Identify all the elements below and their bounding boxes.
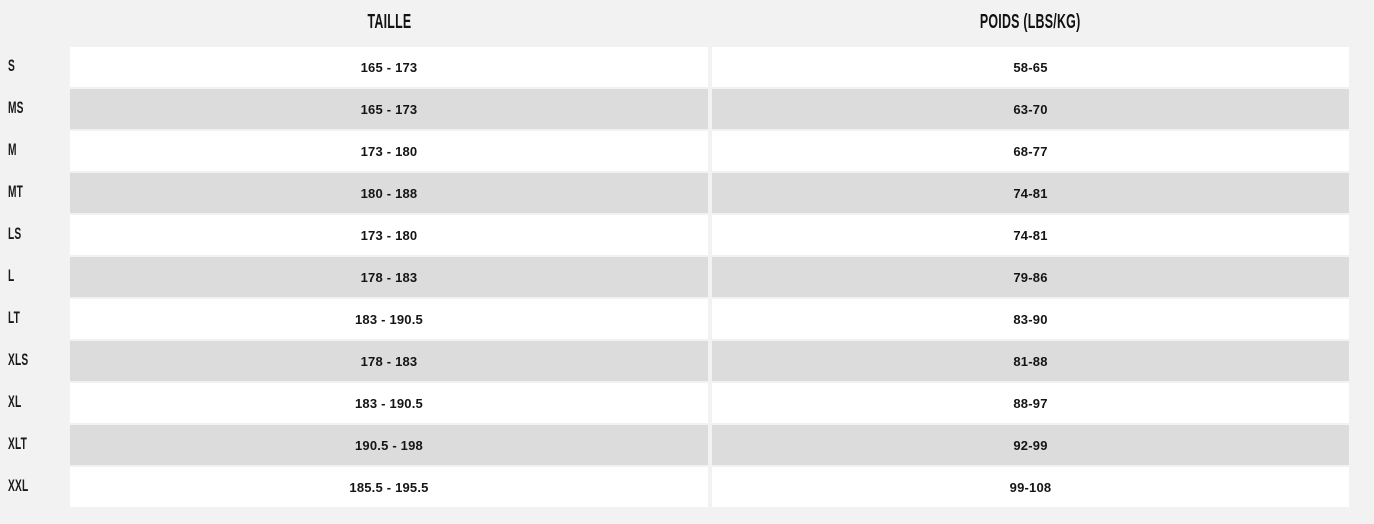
cell-value-taille: 165 - 173 (360, 101, 418, 117)
table-body: S 165 - 173 58-65 MS 165 - 173 63-70 M 173 - 18… (0, 45, 1374, 507)
cell-value-poids: 68-77 (1013, 143, 1048, 159)
row-label-size: XLT (0, 423, 70, 465)
table-row: XL 183 - 190.5 88-97 (0, 381, 1374, 423)
row-label-size: S (0, 45, 70, 87)
table-row: LT 183 - 190.5 83-90 (0, 297, 1374, 339)
table-row: L 178 - 183 79-86 (0, 255, 1374, 297)
row-label-size: MT (0, 171, 70, 213)
row-label-size: XLS (0, 339, 70, 381)
cell-value-poids: 74-81 (1013, 227, 1048, 243)
column-gap (708, 129, 712, 171)
row-label-size: XL (0, 381, 70, 423)
cell-value-taille: 173 - 180 (360, 227, 418, 243)
column-gap (708, 87, 712, 129)
cell-poids: 88-97 (712, 381, 1349, 423)
header-cell-taille: TAILLE (70, 0, 708, 45)
row-label-size: L (0, 255, 70, 297)
table-row: S 165 - 173 58-65 (0, 45, 1374, 87)
column-gap (708, 213, 712, 255)
table-row: XLT 190.5 - 198 92-99 (0, 423, 1374, 465)
cell-value-poids: 99-108 (1009, 479, 1052, 495)
row-label-size: M (0, 129, 70, 171)
cell-value-poids: 88-97 (1013, 395, 1048, 411)
row-label-size: MS (0, 87, 70, 129)
cell-poids: 81-88 (712, 339, 1349, 381)
table-row: M 173 - 180 68-77 (0, 129, 1374, 171)
cell-poids: 79-86 (712, 255, 1349, 297)
column-gap (708, 465, 712, 507)
cell-taille: 183 - 190.5 (70, 297, 708, 339)
header-label-poids: POIDS (LBS/KG) (980, 11, 1081, 33)
cell-taille: 165 - 173 (70, 87, 708, 129)
row-label-text: XLS (8, 350, 29, 369)
table-row: XLS 178 - 183 81-88 (0, 339, 1374, 381)
cell-value-poids: 58-65 (1013, 59, 1048, 75)
cell-value-poids: 63-70 (1013, 101, 1048, 117)
cell-value-taille: 190.5 - 198 (355, 437, 423, 453)
cell-value-poids: 74-81 (1013, 185, 1048, 201)
column-gap (708, 45, 712, 87)
row-label-text: XLT (8, 434, 28, 453)
cell-value-poids: 92-99 (1013, 437, 1048, 453)
cell-taille: 178 - 183 (70, 339, 708, 381)
row-label-text: S (8, 56, 15, 75)
cell-value-taille: 183 - 190.5 (355, 395, 423, 411)
table-row: MT 180 - 188 74-81 (0, 171, 1374, 213)
row-label-text: MS (8, 98, 24, 117)
cell-value-taille: 173 - 180 (360, 143, 418, 159)
row-label-text: XL (8, 392, 22, 411)
cell-value-poids: 81-88 (1013, 353, 1048, 369)
row-label-size: LS (0, 213, 70, 255)
table-header-row: TAILLE POIDS (LBS/KG) (0, 0, 1374, 45)
cell-taille: 185.5 - 195.5 (70, 465, 708, 507)
cell-poids: 99-108 (712, 465, 1349, 507)
cell-taille: 183 - 190.5 (70, 381, 708, 423)
column-gap (708, 423, 712, 465)
column-gap (708, 255, 712, 297)
row-label-text: M (8, 140, 17, 159)
cell-poids: 74-81 (712, 213, 1349, 255)
column-gap (708, 297, 712, 339)
header-cell-poids: POIDS (LBS/KG) (712, 0, 1349, 45)
row-label-text: L (8, 266, 15, 285)
column-gap (708, 171, 712, 213)
cell-value-taille: 178 - 183 (360, 269, 418, 285)
cell-poids: 74-81 (712, 171, 1349, 213)
header-corner-spacer (0, 0, 70, 45)
cell-taille: 180 - 188 (70, 171, 708, 213)
cell-poids: 58-65 (712, 45, 1349, 87)
header-label-taille: TAILLE (367, 11, 411, 33)
row-label-text: LT (8, 308, 21, 327)
cell-value-poids: 83-90 (1013, 311, 1048, 327)
table-row: MS 165 - 173 63-70 (0, 87, 1374, 129)
cell-poids: 68-77 (712, 129, 1349, 171)
cell-poids: 92-99 (712, 423, 1349, 465)
cell-taille: 173 - 180 (70, 213, 708, 255)
cell-taille: 173 - 180 (70, 129, 708, 171)
column-gap (708, 339, 712, 381)
row-label-text: XXL (8, 476, 29, 495)
table-row: LS 173 - 180 74-81 (0, 213, 1374, 255)
row-label-size: XXL (0, 465, 70, 507)
table-row: XXL 185.5 - 195.5 99-108 (0, 465, 1374, 507)
cell-value-taille: 178 - 183 (360, 353, 418, 369)
cell-value-taille: 165 - 173 (360, 59, 418, 75)
cell-value-taille: 183 - 190.5 (355, 311, 423, 327)
row-label-size: LT (0, 297, 70, 339)
cell-value-taille: 185.5 - 195.5 (349, 479, 429, 495)
cell-taille: 165 - 173 (70, 45, 708, 87)
cell-value-poids: 79-86 (1013, 269, 1048, 285)
cell-taille: 190.5 - 198 (70, 423, 708, 465)
row-label-text: MT (8, 182, 24, 201)
cell-poids: 83-90 (712, 297, 1349, 339)
cell-value-taille: 180 - 188 (360, 185, 418, 201)
row-label-text: LS (8, 224, 22, 243)
column-gap (708, 381, 712, 423)
cell-poids: 63-70 (712, 87, 1349, 129)
cell-taille: 178 - 183 (70, 255, 708, 297)
